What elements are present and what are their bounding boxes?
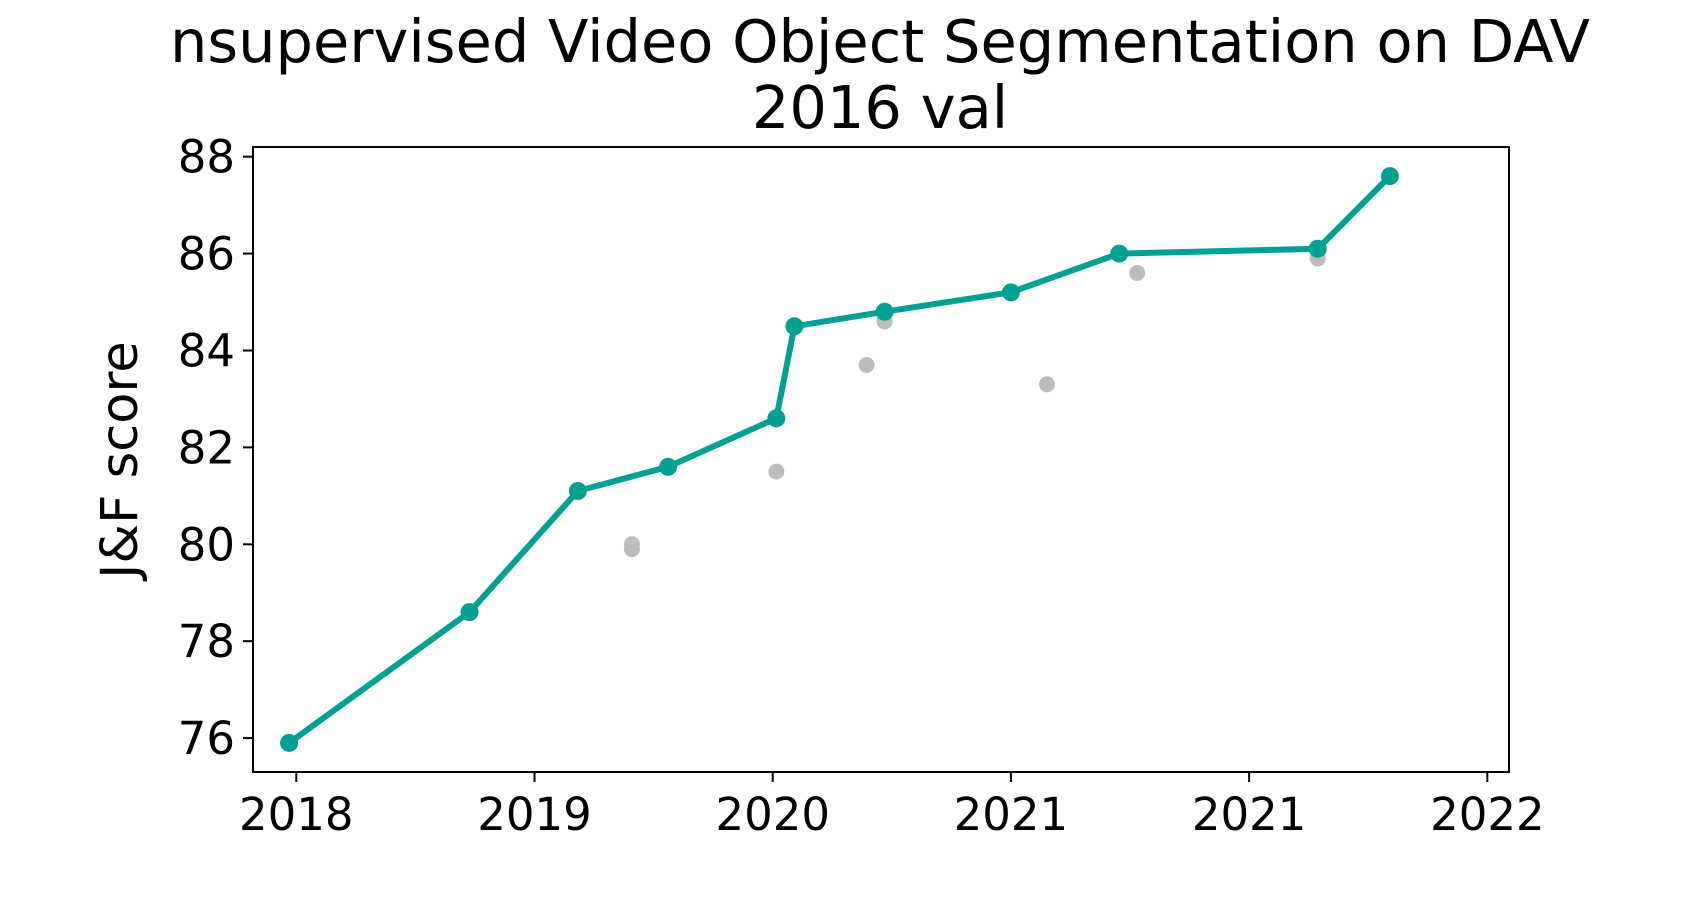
other-method-point [1039, 376, 1056, 393]
sota-point [767, 409, 786, 428]
sota-point [280, 733, 299, 752]
sota-point [568, 481, 587, 500]
y-tick-label: 82 [178, 421, 235, 474]
chart-title-line-2: 2016 val [752, 73, 1008, 142]
sota-point [659, 457, 678, 476]
y-tick-label: 88 [178, 131, 235, 184]
x-tick-label: 2021 [954, 788, 1069, 841]
other-method-point [858, 357, 875, 374]
x-tick-label: 2020 [715, 788, 830, 841]
sota-point [875, 302, 894, 321]
y-tick-label: 78 [178, 615, 235, 668]
y-tick-label: 76 [178, 712, 235, 765]
y-tick-label: 80 [178, 518, 235, 571]
sota-series [280, 167, 1399, 752]
x-axis-ticks: 2018 2019 2020 2021 2021 2022 [239, 772, 1545, 841]
sota-line [287, 173, 1393, 746]
y-tick-label: 86 [178, 228, 235, 281]
y-tick-label: 84 [178, 324, 235, 377]
sota-point [785, 317, 804, 336]
x-tick-label: 2021 [1192, 788, 1307, 841]
x-tick-label: 2022 [1430, 788, 1545, 841]
other-method-point [1129, 264, 1146, 281]
chart-title-line-1: nsupervised Video Object Segmentation on… [170, 7, 1590, 76]
plot-frame [252, 146, 1510, 773]
sota-point [1308, 239, 1327, 258]
x-tick-label: 2019 [477, 788, 592, 841]
other-method-point [623, 541, 640, 558]
other-method-point [768, 463, 785, 480]
y-axis-label: J&F score [91, 341, 150, 581]
sota-point [1001, 283, 1020, 302]
sota-point [460, 603, 479, 622]
sota-point [1380, 167, 1399, 186]
y-axis-ticks: 76 78 80 82 84 86 88 [178, 131, 253, 765]
sota-point [1110, 244, 1129, 263]
x-tick-label: 2018 [239, 788, 354, 841]
